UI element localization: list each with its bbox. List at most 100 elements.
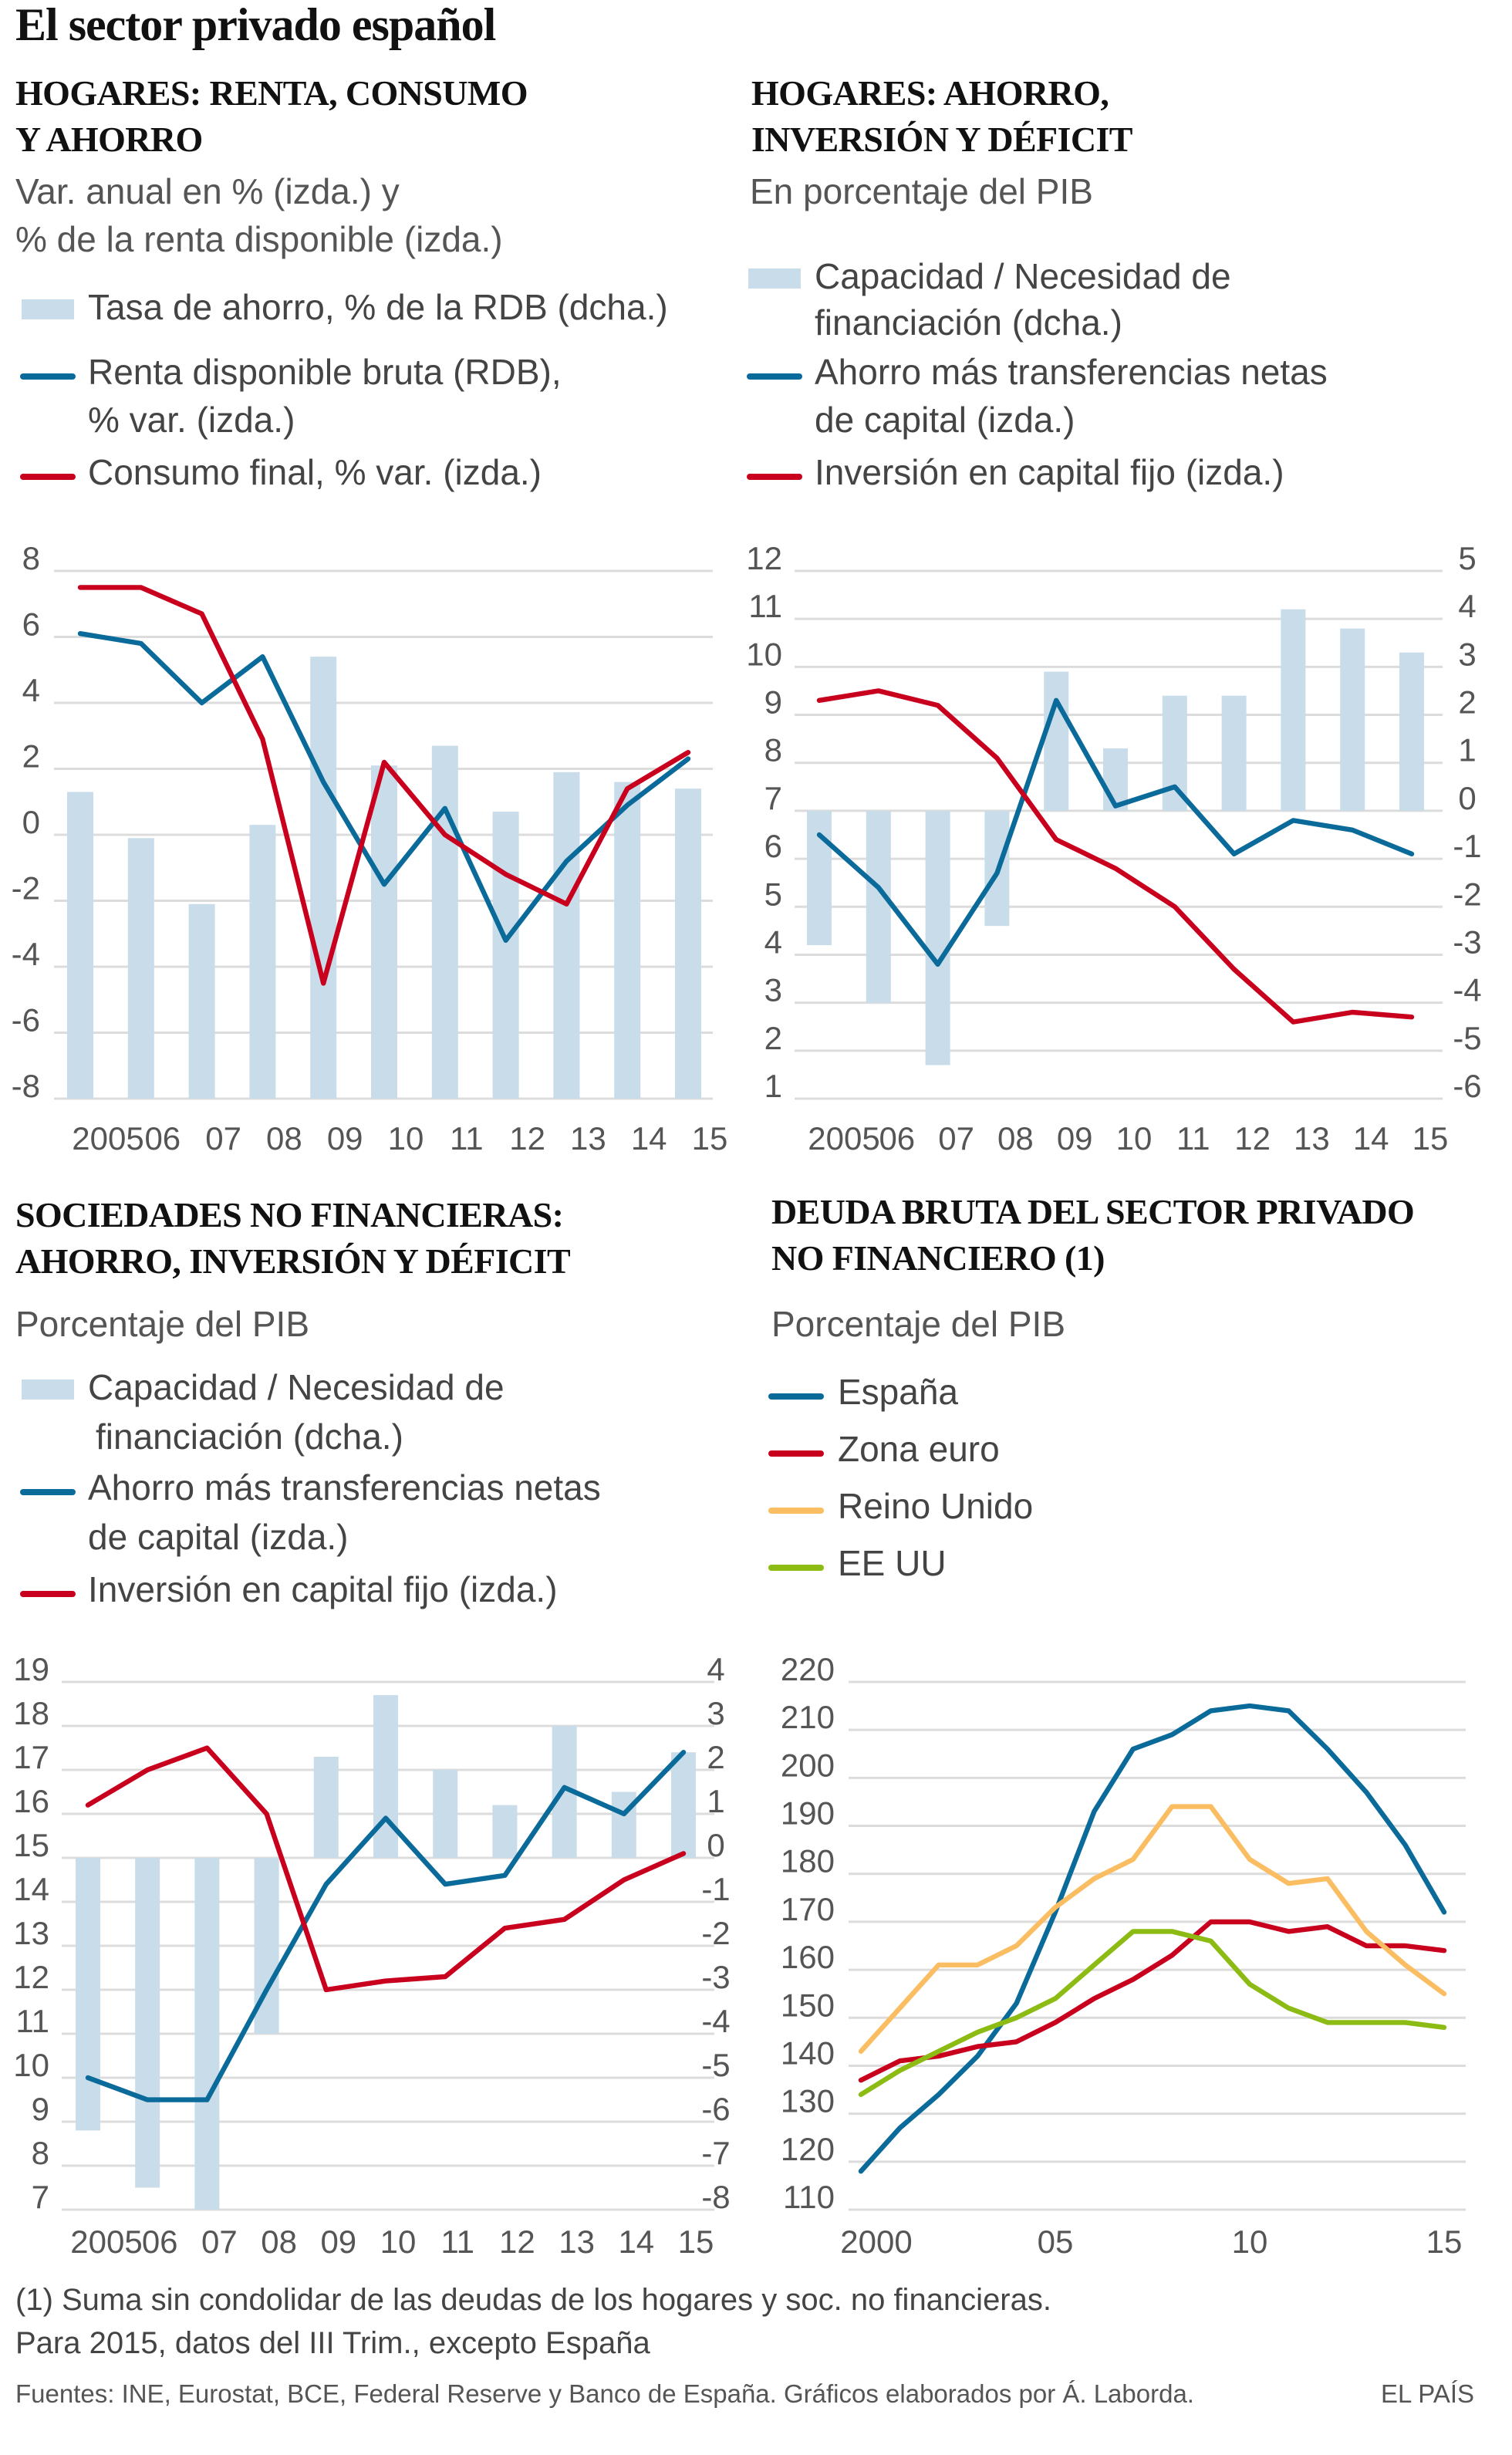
y-tick-label: 3 [764, 972, 782, 1008]
y-tick-label: 200 [781, 1747, 835, 1783]
x-tick-label: 06 [142, 2224, 178, 2260]
bar [1103, 748, 1128, 811]
bar [249, 825, 276, 1099]
bar [614, 782, 641, 1099]
y2-tick-label: 4 [1458, 588, 1476, 624]
bar [371, 765, 397, 1099]
y-tick-label: 12 [13, 1959, 49, 1995]
series-line-orange [858, 1804, 1447, 2055]
x-tick-label: 07 [201, 2224, 238, 2260]
y-tick-label: 9 [764, 684, 782, 721]
y-tick-label: 15 [13, 1827, 49, 1863]
bar [1340, 628, 1365, 811]
x-tick-label: 13 [559, 2224, 595, 2260]
y-tick-label: 8 [32, 2135, 49, 2171]
y2-tick-label: 0 [1458, 780, 1476, 816]
panel-subtitle: Porcentaje del PIB [771, 1304, 1066, 1344]
y2-tick-label: -3 [701, 1959, 730, 1995]
x-tick-label: 07 [938, 1120, 974, 1157]
panel-heading: HOGARES: AHORRO, INVERSIÓN Y DÉFICIT [751, 71, 1132, 164]
x-tick-label: 15 [1426, 2224, 1463, 2260]
y-tick-label: 14 [13, 1871, 49, 1907]
legend-label: Capacidad / Necesidad de [815, 256, 1231, 296]
x-tick-label: 11 [450, 1120, 484, 1157]
y-tick-label: 140 [781, 2035, 835, 2071]
legend-bar-swatch [22, 1379, 74, 1400]
bar [1399, 652, 1424, 811]
bar [671, 1752, 696, 1858]
x-tick-label: 10 [1116, 1120, 1153, 1157]
x-tick-label: 14 [631, 1120, 667, 1157]
x-tick-label: 09 [1057, 1120, 1093, 1157]
y-tick-label: 7 [32, 2179, 49, 2215]
legend-label: Ahorro más transferencias netas [88, 1467, 601, 1508]
legend-blue-swatch [20, 1489, 76, 1495]
bar [194, 1858, 220, 2210]
y2-tick-label: 1 [1458, 732, 1476, 768]
series-line-red [85, 1745, 687, 1993]
y2-tick-label: -2 [701, 1915, 730, 1951]
bar [1044, 671, 1069, 811]
y2-tick-label: -4 [701, 2003, 730, 2039]
bar [373, 1695, 398, 1858]
x-tick-label: 10 [1232, 2224, 1268, 2260]
bar [553, 772, 580, 1099]
y2-tick-label: 5 [1458, 540, 1476, 576]
panel-heading: HOGARES: RENTA, CONSUMO Y AHORRO [15, 71, 528, 164]
series-line-red [858, 1919, 1447, 2083]
sources: Fuentes: INE, Eurostat, BCE, Federal Res… [15, 2381, 1194, 2409]
y-tick-label: 170 [781, 1891, 835, 1927]
bar [135, 1858, 160, 2188]
x-tick-label: 2005 [808, 1120, 879, 1157]
y-tick-label: 4 [22, 672, 40, 708]
bar [675, 789, 701, 1099]
y2-tick-label: -6 [1453, 1068, 1481, 1104]
x-tick-label: 06 [879, 1120, 915, 1157]
y-tick-label: 16 [13, 1783, 49, 1819]
x-tick-label: 14 [618, 2224, 654, 2260]
y2-tick-label: 2 [1458, 684, 1476, 721]
footnote-line: (1) Suma sin condolidar de las deudas de… [15, 2284, 1051, 2318]
y-tick-label: 1 [764, 1068, 782, 1104]
legend-label: % var. (izda.) [88, 400, 295, 440]
y-tick-label: 4 [764, 924, 782, 960]
y-tick-label: 220 [781, 1651, 835, 1687]
subtitle-line: % de la renta disponible (izda.) [15, 219, 503, 259]
bar [127, 838, 154, 1099]
series-line-blue [858, 1703, 1447, 2174]
y-tick-label: 110 [783, 2179, 835, 2215]
footnote-line: Para 2015, datos del III Trim., excepto … [15, 2327, 650, 2361]
y2-tick-label: -7 [701, 2135, 730, 2171]
x-tick-label: 09 [327, 1120, 363, 1157]
legend-blue-swatch [20, 373, 76, 380]
legend-label: Ahorro más transferencias netas [815, 352, 1328, 392]
x-tick-label: 05 [1038, 2224, 1074, 2260]
legend-label: EE UU [838, 1543, 947, 1583]
heading-line: SOCIEDADES NO FINANCIERAS: [15, 1196, 564, 1234]
legend-label: de capital (izda.) [815, 400, 1075, 440]
y-tick-label: -4 [12, 936, 40, 972]
y-tick-label: 210 [781, 1699, 835, 1735]
bar [431, 745, 458, 1099]
y2-tick-label: -3 [1453, 924, 1481, 960]
heading-line: NO FINANCIERO (1) [771, 1239, 1105, 1278]
series-line-green [858, 1929, 1447, 2098]
y-tick-label: -2 [12, 870, 40, 907]
heading-line: HOGARES: AHORRO, [751, 74, 1109, 113]
y-tick-label: 5 [764, 876, 782, 912]
x-tick-label: 2005 [72, 1120, 143, 1157]
y-tick-label: -8 [12, 1068, 40, 1104]
legend-label: de capital (izda.) [88, 1517, 349, 1557]
y-tick-label: 120 [781, 2131, 835, 2167]
series-line-blue [77, 631, 691, 944]
y-tick-label: 8 [764, 732, 782, 768]
legend-label: Inversión en capital fijo (izda.) [88, 1569, 558, 1609]
y-tick-label: 10 [13, 2047, 49, 2083]
y-tick-label: 17 [13, 1739, 49, 1775]
y2-tick-label: 3 [1458, 636, 1476, 672]
y-tick-label: 180 [781, 1843, 835, 1879]
panel-heading: SOCIEDADES NO FINANCIERAS: AHORRO, INVER… [15, 1193, 571, 1285]
x-tick-label: 14 [1353, 1120, 1389, 1157]
